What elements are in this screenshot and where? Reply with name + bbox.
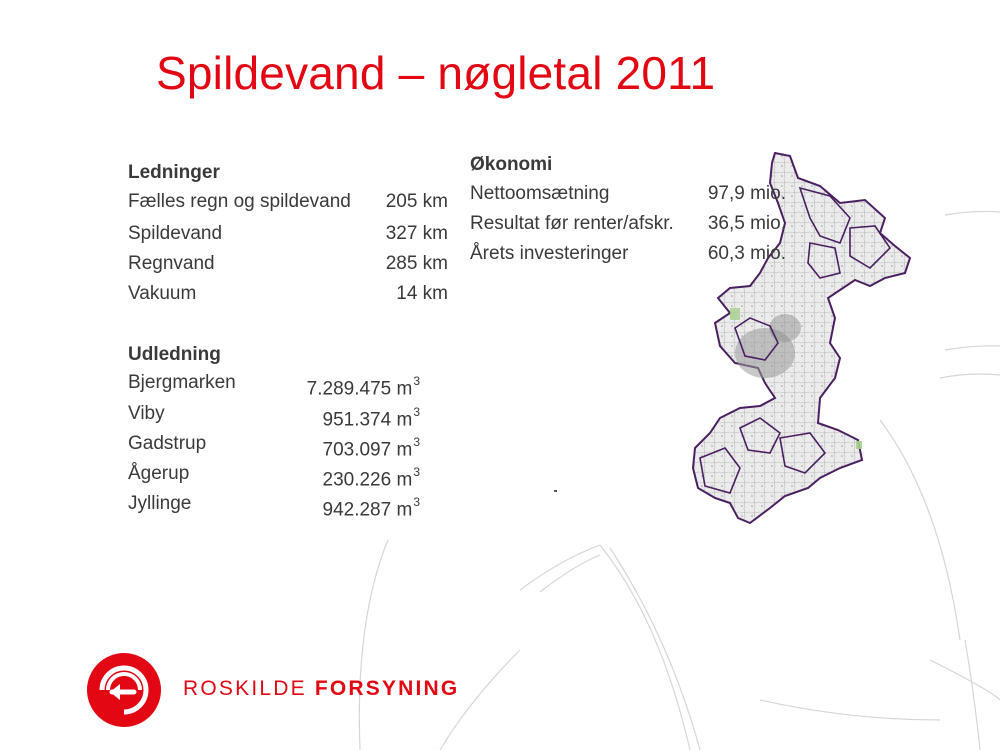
slide-title: Spildevand – nøgletal 2011 [156, 47, 716, 99]
logo-word-roskilde: ROSKILDE [183, 677, 307, 700]
udledning-value: 703.097 m3 [322, 435, 420, 461]
okonomi-label: Nettoomsætning [470, 183, 610, 204]
udledning-label: Ågerup [128, 463, 190, 484]
udledning-row: Jyllinge 942.287 m3 [128, 492, 420, 520]
ledninger-row: Spildevand 327 km [128, 222, 448, 246]
udledning-value: 951.374 m3 [322, 405, 420, 431]
ledninger-heading: Ledninger [128, 162, 220, 183]
logo-wordmark: ROSKILDE FORSYNING [183, 677, 459, 701]
udledning-row: Ågerup 230.226 m3 [128, 462, 420, 490]
udledning-row: Viby 951.374 m3 [128, 402, 420, 430]
udledning-row: Gadstrup 703.097 m3 [128, 432, 420, 460]
ledninger-value: 285 km [385, 253, 448, 274]
udledning-heading: Udledning [128, 344, 221, 365]
ledninger-label: Fælles regn og spildevand [128, 191, 351, 212]
udledning-value: 942.287 m3 [322, 495, 420, 521]
udledning-value: 7.289.475 m3 [306, 374, 420, 400]
okonomi-row: Årets investeringer 60,3 mio. [470, 242, 786, 266]
okonomi-value: 36,5 mio. [707, 213, 786, 234]
udledning-value: 230.226 m3 [322, 465, 420, 491]
udledning-row: Bjergmarken 7.289.475 m3 [128, 371, 420, 399]
ledninger-label: Regnvand [128, 253, 215, 274]
okonomi-row: Nettoomsætning 97,9 mio. [470, 182, 786, 206]
logo-word-forsyning: FORSYNING [314, 677, 460, 700]
udledning-label: Gadstrup [128, 433, 207, 454]
ledninger-row: Vakuum 14 km [128, 282, 448, 306]
ledninger-row: Regnvand 285 km [128, 252, 448, 276]
okonomi-value: 60,3 mio. [707, 243, 786, 264]
municipality-map-icon [691, 151, 912, 525]
ledninger-label: Vakuum [128, 283, 197, 304]
okonomi-row: Resultat før renter/afskr. 36,5 mio. [470, 212, 786, 236]
ledninger-row: Fælles regn og spildevand 205 km [128, 190, 448, 214]
ledninger-label: Spildevand [128, 223, 223, 244]
udledning-label: Bjergmarken [128, 372, 236, 393]
ledninger-value: 14 km [396, 283, 448, 304]
okonomi-label: Resultat før renter/afskr. [470, 213, 674, 234]
okonomi-value: 97,9 mio. [707, 183, 786, 204]
udledning-label: Jyllinge [128, 493, 192, 514]
udledning-label: Viby [128, 403, 165, 424]
ledninger-value: 205 km [385, 191, 448, 212]
roskilde-forsyning-logo-icon [87, 653, 161, 727]
stray-mark [554, 490, 557, 492]
ledninger-value: 327 km [385, 223, 448, 244]
okonomi-label: Årets investeringer [470, 243, 629, 264]
okonomi-heading: Økonomi [470, 154, 553, 175]
